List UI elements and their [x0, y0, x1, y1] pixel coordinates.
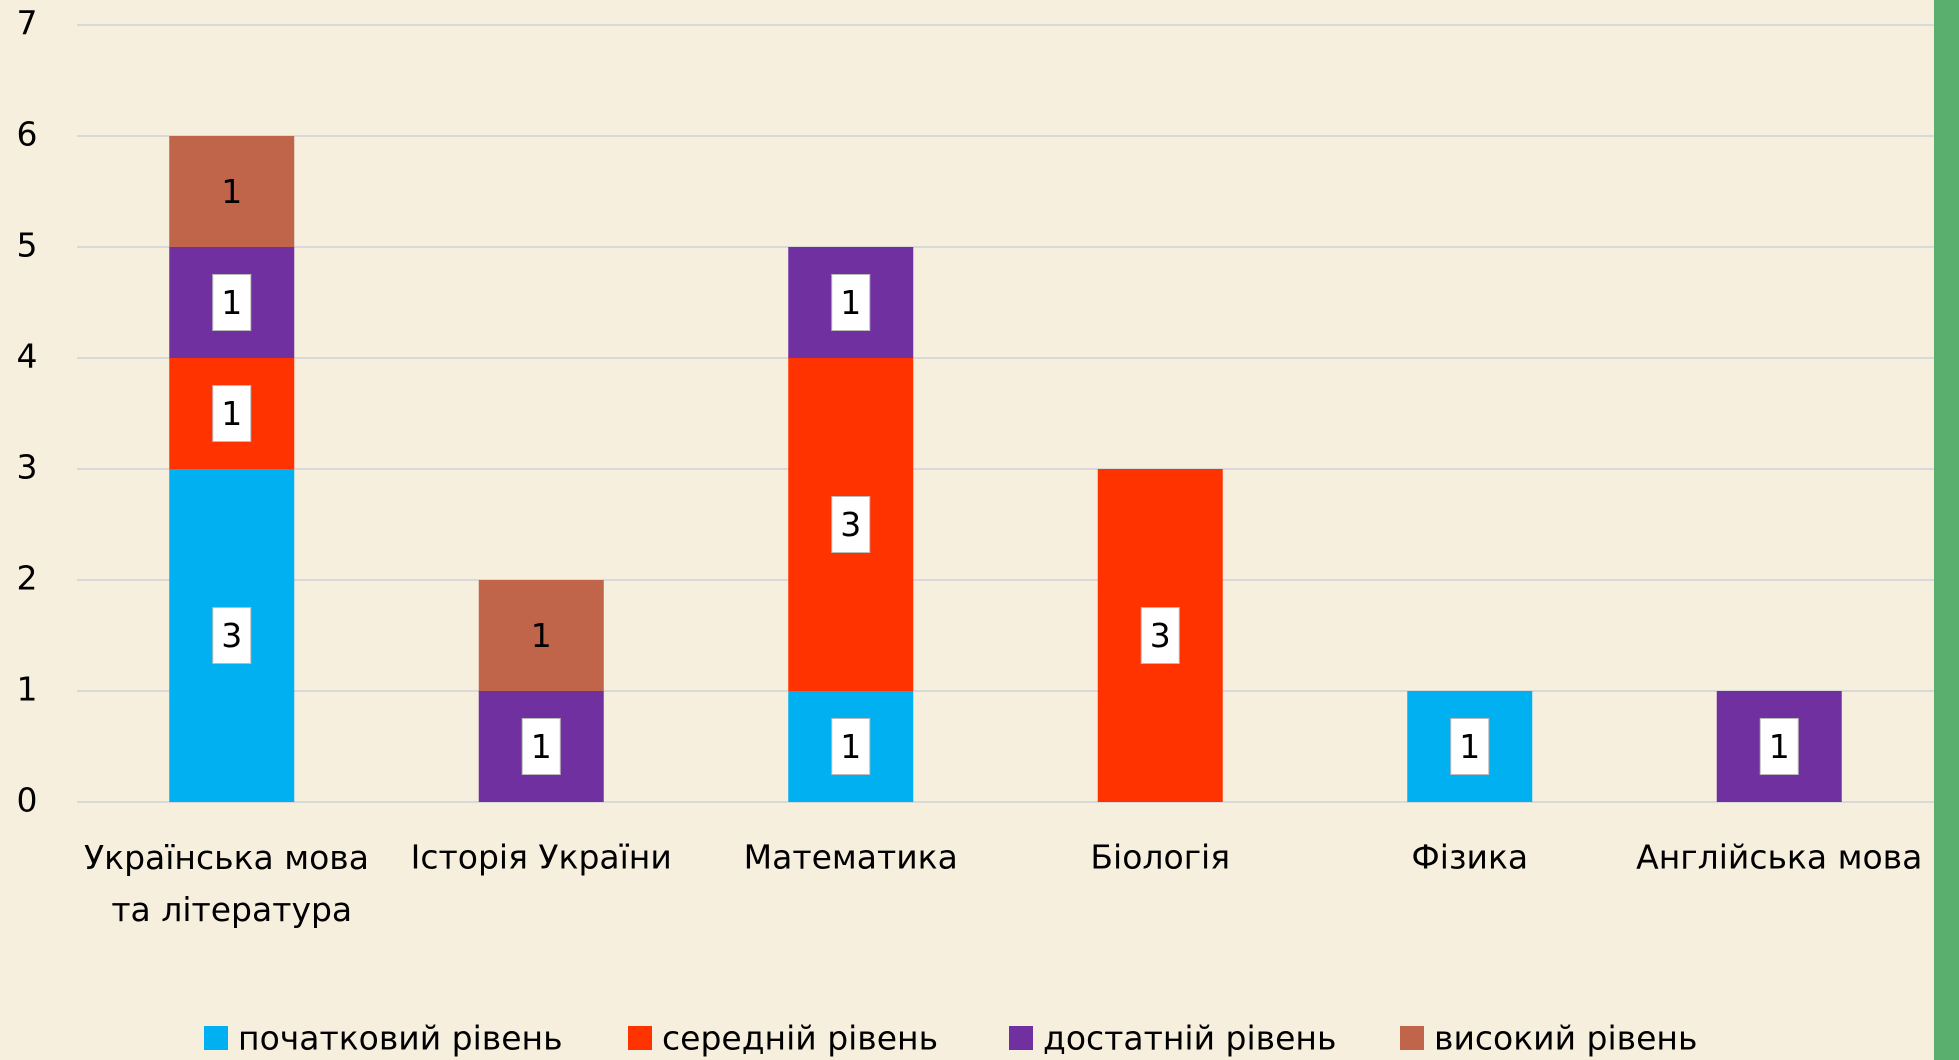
data-label: 1 — [221, 172, 242, 211]
data-label-box — [212, 274, 252, 331]
data-label-box — [521, 718, 561, 775]
x-tick-label: Біологія — [1090, 838, 1230, 877]
x-tick-label: Фізика — [1411, 838, 1528, 877]
legend-label: високий рівень — [1434, 1019, 1697, 1058]
data-label-box — [831, 718, 871, 775]
data-label-box — [1759, 718, 1799, 775]
bar-segment — [478, 580, 604, 691]
y-tick-label: 6 — [17, 115, 38, 154]
legend-swatch — [628, 1026, 652, 1050]
x-tick-label: Англійська мова — [1636, 838, 1922, 877]
data-label: 3 — [840, 505, 861, 544]
data-label-box — [212, 607, 252, 664]
data-label-box — [212, 385, 252, 442]
side-bar — [1934, 0, 1959, 1060]
legend-label: достатній рівень — [1043, 1019, 1336, 1058]
data-label: 1 — [1769, 727, 1790, 766]
legend-label: середній рівень — [662, 1019, 938, 1058]
data-label: 3 — [1150, 616, 1171, 655]
data-label-box — [831, 496, 871, 553]
data-label-box — [1140, 607, 1180, 664]
data-label: 1 — [221, 394, 242, 433]
data-label: 1 — [531, 616, 552, 655]
data-label-box — [1450, 718, 1490, 775]
bar-segment — [169, 136, 295, 247]
y-tick-label: 7 — [17, 4, 38, 43]
x-tick-label: Математика — [744, 838, 958, 877]
x-tick-label: Українська мова та література — [84, 838, 379, 929]
y-tick-label: 0 — [17, 781, 38, 820]
legend-label: початковий рівень — [238, 1019, 563, 1058]
y-tick-label: 5 — [17, 226, 38, 265]
data-label: 3 — [221, 616, 242, 655]
data-label: 1 — [221, 283, 242, 322]
legend-swatch — [204, 1026, 228, 1050]
y-tick-label: 2 — [17, 559, 38, 598]
y-tick-label: 4 — [17, 337, 38, 376]
data-label-box — [831, 274, 871, 331]
legend-swatch — [1400, 1026, 1424, 1050]
data-label: 1 — [1459, 727, 1480, 766]
data-label: 1 — [840, 283, 861, 322]
data-label: 1 — [840, 727, 861, 766]
y-tick-label: 1 — [17, 670, 38, 709]
x-tick-label: Історія України — [411, 838, 672, 877]
legend-swatch — [1009, 1026, 1033, 1050]
data-label: 1 — [531, 727, 552, 766]
y-tick-label: 3 — [17, 448, 38, 487]
